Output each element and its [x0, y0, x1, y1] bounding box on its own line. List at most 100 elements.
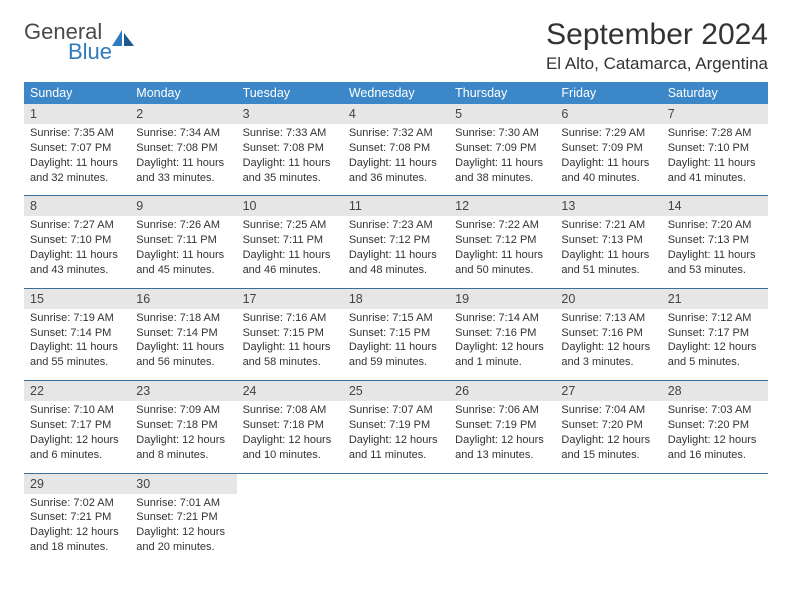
sunset-text: Sunset: 7:14 PM — [30, 326, 124, 341]
daylight-text: Daylight: 11 hours and 36 minutes. — [349, 156, 443, 186]
day-number: 7 — [662, 104, 768, 124]
day-number — [343, 474, 449, 494]
day-cell: Sunrise: 7:23 AMSunset: 7:12 PMDaylight:… — [343, 216, 449, 287]
day-cell: Sunrise: 7:02 AMSunset: 7:21 PMDaylight:… — [24, 494, 130, 565]
day-cell — [237, 494, 343, 565]
daylight-text: Daylight: 11 hours and 35 minutes. — [243, 156, 337, 186]
day-cell: Sunrise: 7:21 AMSunset: 7:13 PMDaylight:… — [555, 216, 661, 287]
sunrise-text: Sunrise: 7:02 AM — [30, 496, 124, 511]
daynum-band: 891011121314 — [24, 196, 768, 216]
day-number: 12 — [449, 196, 555, 216]
daylight-text: Daylight: 11 hours and 59 minutes. — [349, 340, 443, 370]
sunset-text: Sunset: 7:20 PM — [668, 418, 762, 433]
day-number: 19 — [449, 289, 555, 309]
day-number: 20 — [555, 289, 661, 309]
week-row: 22232425262728Sunrise: 7:10 AMSunset: 7:… — [24, 381, 768, 473]
daylight-text: Daylight: 11 hours and 46 minutes. — [243, 248, 337, 278]
day-number: 26 — [449, 381, 555, 401]
sunrise-text: Sunrise: 7:06 AM — [455, 403, 549, 418]
day-number: 18 — [343, 289, 449, 309]
daylight-text: Daylight: 11 hours and 32 minutes. — [30, 156, 124, 186]
day-cell: Sunrise: 7:22 AMSunset: 7:12 PMDaylight:… — [449, 216, 555, 287]
sunrise-text: Sunrise: 7:13 AM — [561, 311, 655, 326]
week-row: 15161718192021Sunrise: 7:19 AMSunset: 7:… — [24, 289, 768, 381]
daylight-text: Daylight: 12 hours and 6 minutes. — [30, 433, 124, 463]
daylight-text: Daylight: 11 hours and 51 minutes. — [561, 248, 655, 278]
sunset-text: Sunset: 7:13 PM — [668, 233, 762, 248]
sunrise-text: Sunrise: 7:34 AM — [136, 126, 230, 141]
day-cell: Sunrise: 7:04 AMSunset: 7:20 PMDaylight:… — [555, 401, 661, 472]
day-cell: Sunrise: 7:06 AMSunset: 7:19 PMDaylight:… — [449, 401, 555, 472]
header: General Blue September 2024 El Alto, Cat… — [24, 18, 768, 74]
day-number: 6 — [555, 104, 661, 124]
daylight-text: Daylight: 11 hours and 48 minutes. — [349, 248, 443, 278]
week-row: 891011121314Sunrise: 7:27 AMSunset: 7:10… — [24, 196, 768, 288]
sunrise-text: Sunrise: 7:12 AM — [668, 311, 762, 326]
day-number: 13 — [555, 196, 661, 216]
day-cell: Sunrise: 7:08 AMSunset: 7:18 PMDaylight:… — [237, 401, 343, 472]
dow-header-cell: Tuesday — [237, 82, 343, 104]
dow-header-cell: Friday — [555, 82, 661, 104]
daylight-text: Daylight: 12 hours and 15 minutes. — [561, 433, 655, 463]
sunrise-text: Sunrise: 7:04 AM — [561, 403, 655, 418]
sunset-text: Sunset: 7:14 PM — [136, 326, 230, 341]
day-cell: Sunrise: 7:32 AMSunset: 7:08 PMDaylight:… — [343, 124, 449, 195]
sunrise-text: Sunrise: 7:30 AM — [455, 126, 549, 141]
day-number: 22 — [24, 381, 130, 401]
day-number: 25 — [343, 381, 449, 401]
dow-header-cell: Wednesday — [343, 82, 449, 104]
week-body-row: Sunrise: 7:02 AMSunset: 7:21 PMDaylight:… — [24, 494, 768, 565]
sunrise-text: Sunrise: 7:08 AM — [243, 403, 337, 418]
sunset-text: Sunset: 7:21 PM — [30, 510, 124, 525]
day-number: 11 — [343, 196, 449, 216]
calendar-page: General Blue September 2024 El Alto, Cat… — [0, 0, 792, 583]
sunset-text: Sunset: 7:09 PM — [561, 141, 655, 156]
sunset-text: Sunset: 7:12 PM — [349, 233, 443, 248]
sunrise-text: Sunrise: 7:26 AM — [136, 218, 230, 233]
sunrise-text: Sunrise: 7:33 AM — [243, 126, 337, 141]
day-number: 5 — [449, 104, 555, 124]
sunset-text: Sunset: 7:08 PM — [136, 141, 230, 156]
daylight-text: Daylight: 12 hours and 18 minutes. — [30, 525, 124, 555]
day-cell: Sunrise: 7:29 AMSunset: 7:09 PMDaylight:… — [555, 124, 661, 195]
daylight-text: Daylight: 11 hours and 50 minutes. — [455, 248, 549, 278]
day-number: 3 — [237, 104, 343, 124]
sunset-text: Sunset: 7:19 PM — [349, 418, 443, 433]
day-number: 15 — [24, 289, 130, 309]
daylight-text: Daylight: 11 hours and 58 minutes. — [243, 340, 337, 370]
daynum-band: 2930 — [24, 474, 768, 494]
daynum-band: 1234567 — [24, 104, 768, 124]
sunrise-text: Sunrise: 7:27 AM — [30, 218, 124, 233]
daylight-text: Daylight: 11 hours and 41 minutes. — [668, 156, 762, 186]
week-body-row: Sunrise: 7:19 AMSunset: 7:14 PMDaylight:… — [24, 309, 768, 380]
sunset-text: Sunset: 7:16 PM — [455, 326, 549, 341]
day-number: 17 — [237, 289, 343, 309]
week-body-row: Sunrise: 7:27 AMSunset: 7:10 PMDaylight:… — [24, 216, 768, 287]
sunset-text: Sunset: 7:21 PM — [136, 510, 230, 525]
day-cell: Sunrise: 7:35 AMSunset: 7:07 PMDaylight:… — [24, 124, 130, 195]
week-row: 2930Sunrise: 7:02 AMSunset: 7:21 PMDayli… — [24, 474, 768, 565]
sunset-text: Sunset: 7:13 PM — [561, 233, 655, 248]
day-number: 27 — [555, 381, 661, 401]
day-number: 1 — [24, 104, 130, 124]
daylight-text: Daylight: 11 hours and 33 minutes. — [136, 156, 230, 186]
day-number: 9 — [130, 196, 236, 216]
sunset-text: Sunset: 7:18 PM — [136, 418, 230, 433]
sunset-text: Sunset: 7:12 PM — [455, 233, 549, 248]
day-cell: Sunrise: 7:20 AMSunset: 7:13 PMDaylight:… — [662, 216, 768, 287]
sunrise-text: Sunrise: 7:16 AM — [243, 311, 337, 326]
daylight-text: Daylight: 12 hours and 1 minute. — [455, 340, 549, 370]
daylight-text: Daylight: 12 hours and 20 minutes. — [136, 525, 230, 555]
day-cell: Sunrise: 7:30 AMSunset: 7:09 PMDaylight:… — [449, 124, 555, 195]
day-cell: Sunrise: 7:27 AMSunset: 7:10 PMDaylight:… — [24, 216, 130, 287]
dow-header-row: SundayMondayTuesdayWednesdayThursdayFrid… — [24, 82, 768, 104]
daynum-band: 15161718192021 — [24, 289, 768, 309]
day-number: 24 — [237, 381, 343, 401]
week-body-row: Sunrise: 7:10 AMSunset: 7:17 PMDaylight:… — [24, 401, 768, 472]
day-number: 4 — [343, 104, 449, 124]
daylight-text: Daylight: 11 hours and 56 minutes. — [136, 340, 230, 370]
day-cell: Sunrise: 7:28 AMSunset: 7:10 PMDaylight:… — [662, 124, 768, 195]
sunset-text: Sunset: 7:16 PM — [561, 326, 655, 341]
sunset-text: Sunset: 7:11 PM — [136, 233, 230, 248]
day-number: 28 — [662, 381, 768, 401]
